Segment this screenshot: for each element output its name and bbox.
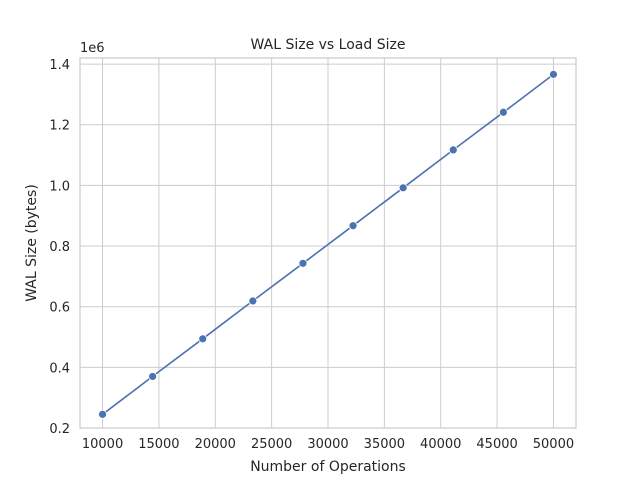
data-point [148, 372, 158, 381]
x-tick-label: 35000 [364, 437, 405, 452]
data-point [498, 107, 508, 117]
y-tick-label: 1.2 [49, 119, 70, 134]
data-point [348, 221, 358, 231]
x-tick-label: 30000 [307, 437, 348, 452]
grid-layer [80, 58, 576, 429]
data-point [248, 296, 258, 306]
data-point [298, 258, 308, 268]
x-axis-label: Number of Operations [250, 459, 406, 475]
series-line [102, 73, 554, 416]
x-tick-label: 10000 [82, 437, 123, 452]
x-tick-label: 45000 [476, 437, 517, 452]
y-tick-label: 1.4 [49, 58, 70, 73]
data-point [98, 409, 107, 419]
data-point [549, 69, 558, 79]
series-layer [98, 69, 558, 419]
x-tick-label: 20000 [195, 437, 236, 452]
x-tick-label: 25000 [251, 437, 292, 452]
data-point [198, 334, 208, 344]
x-tick-label: 40000 [420, 437, 461, 452]
y-axis-label: WAL Size (bytes) [24, 184, 40, 302]
y-tick-label: 0.8 [49, 240, 70, 255]
y-tick-label: 1.0 [49, 179, 70, 194]
y-tick-label: 0.6 [49, 301, 70, 316]
x-tick-label: 50000 [533, 437, 574, 452]
chart-title: WAL Size vs Load Size [251, 37, 406, 53]
y-offset-label: 1e6 [80, 41, 105, 56]
data-point [448, 145, 458, 155]
data-point [398, 183, 408, 193]
y-tick-label: 0.4 [49, 361, 70, 376]
y-tick-label: 0.2 [49, 422, 70, 437]
tick-layer: 10000 15000 20000 25000 30000 35000 40000 45000… [49, 58, 574, 452]
plot-frame [79, 57, 577, 429]
x-tick-label: 15000 [138, 437, 179, 452]
